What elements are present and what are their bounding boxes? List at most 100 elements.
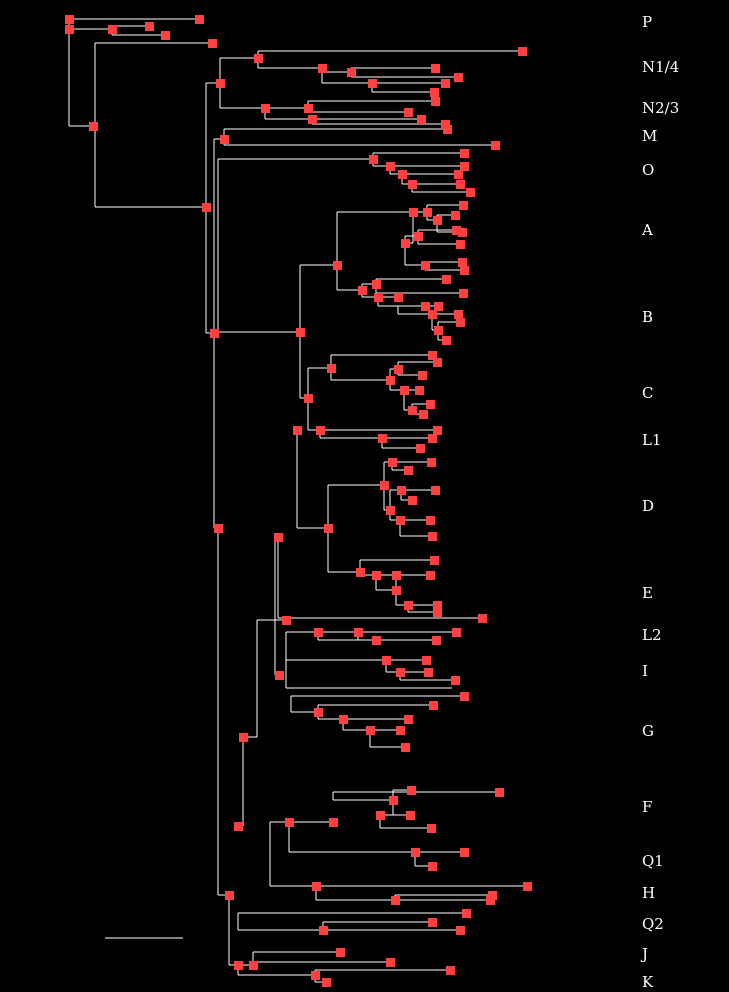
tree-node xyxy=(254,54,263,63)
tree-node xyxy=(428,862,437,871)
tree-node xyxy=(389,796,398,805)
tree-node xyxy=(311,971,320,980)
tree-node xyxy=(386,958,395,967)
tree-node xyxy=(318,64,327,73)
tree-node xyxy=(443,125,452,134)
tree-node xyxy=(234,961,243,970)
tree-node xyxy=(293,426,302,435)
tree-node xyxy=(319,926,328,935)
tree-node xyxy=(442,275,451,284)
clade-label-p: P xyxy=(642,13,652,31)
tree-node xyxy=(434,302,443,311)
clade-label-c: C xyxy=(642,384,653,402)
tree-node xyxy=(404,466,413,475)
tree-node xyxy=(89,122,98,131)
tree-node xyxy=(404,108,413,117)
tree-node xyxy=(442,336,451,345)
tree-node xyxy=(308,115,317,124)
clade-label-g: G xyxy=(642,722,654,740)
tree-node xyxy=(304,394,313,403)
tree-node xyxy=(419,410,428,419)
tree-node xyxy=(108,25,117,34)
tree-node xyxy=(327,364,336,373)
tree-node xyxy=(456,926,465,935)
tree-node xyxy=(408,180,417,189)
tree-node xyxy=(433,426,442,435)
tree-node xyxy=(426,400,435,409)
tree-node xyxy=(404,715,413,724)
tree-node xyxy=(392,586,401,595)
tree-node xyxy=(458,258,467,267)
tree-node xyxy=(416,444,425,453)
tree-node xyxy=(249,961,258,970)
tree-nodes xyxy=(65,15,532,987)
tree-node xyxy=(478,614,487,623)
tree-node xyxy=(454,310,463,319)
tree-node xyxy=(452,226,461,235)
tree-node xyxy=(336,948,345,957)
tree-node xyxy=(460,692,469,701)
tree-node xyxy=(446,966,455,975)
tree-node xyxy=(408,406,417,415)
tree-node xyxy=(414,232,423,241)
tree-node xyxy=(372,280,381,289)
tree-node xyxy=(456,240,465,249)
tree-node xyxy=(400,386,409,395)
tree-node xyxy=(391,896,400,905)
tree-node xyxy=(220,135,229,144)
tree-node xyxy=(422,656,431,665)
tree-node xyxy=(369,155,378,164)
tree-node xyxy=(426,516,435,525)
tree-node xyxy=(145,22,154,31)
tree-node xyxy=(216,79,225,88)
tree-node xyxy=(372,636,381,645)
tree-node xyxy=(454,73,463,82)
tree-node xyxy=(451,211,460,220)
tree-node xyxy=(431,97,440,106)
tree-node xyxy=(358,286,367,295)
tree-node xyxy=(523,882,532,891)
clade-label-h: H xyxy=(642,884,655,902)
tree-node xyxy=(322,978,331,987)
tree-node xyxy=(423,208,432,217)
tree-node xyxy=(275,671,284,680)
tree-node xyxy=(432,636,441,645)
tree-node xyxy=(225,891,234,900)
tree-node xyxy=(314,628,323,637)
tree-node xyxy=(460,266,469,275)
tree-node xyxy=(304,104,313,113)
tree-node xyxy=(234,822,243,831)
clade-label-l2: L2 xyxy=(642,626,662,644)
tree-node xyxy=(397,486,406,495)
tree-branches xyxy=(68,18,527,983)
tree-node xyxy=(433,608,442,617)
tree-node xyxy=(441,79,450,88)
tree-node xyxy=(462,909,471,918)
tree-node xyxy=(433,601,442,610)
clade-label-q1: Q1 xyxy=(642,852,664,870)
tree-node xyxy=(421,302,430,311)
tree-node xyxy=(372,571,381,580)
tree-node xyxy=(421,261,430,270)
tree-node xyxy=(312,882,321,891)
clade-label-j: J xyxy=(640,945,648,963)
tree-node xyxy=(452,628,461,637)
tree-node xyxy=(429,701,438,710)
tree-node xyxy=(433,358,442,367)
tree-node xyxy=(396,726,405,735)
clade-label-d: D xyxy=(642,497,654,515)
tree-node xyxy=(460,149,469,158)
tree-node xyxy=(431,64,440,73)
clade-label-n1-4: N1/4 xyxy=(642,58,679,76)
tree-node xyxy=(388,458,397,467)
tree-node xyxy=(406,811,415,820)
tree-node xyxy=(195,15,204,24)
tree-node xyxy=(274,533,283,542)
tree-node xyxy=(433,216,442,225)
tree-node xyxy=(409,208,418,217)
clade-label-f: F xyxy=(642,798,652,816)
clade-label-e: E xyxy=(642,584,653,602)
tree-node xyxy=(376,811,385,820)
tree-node xyxy=(454,170,463,179)
